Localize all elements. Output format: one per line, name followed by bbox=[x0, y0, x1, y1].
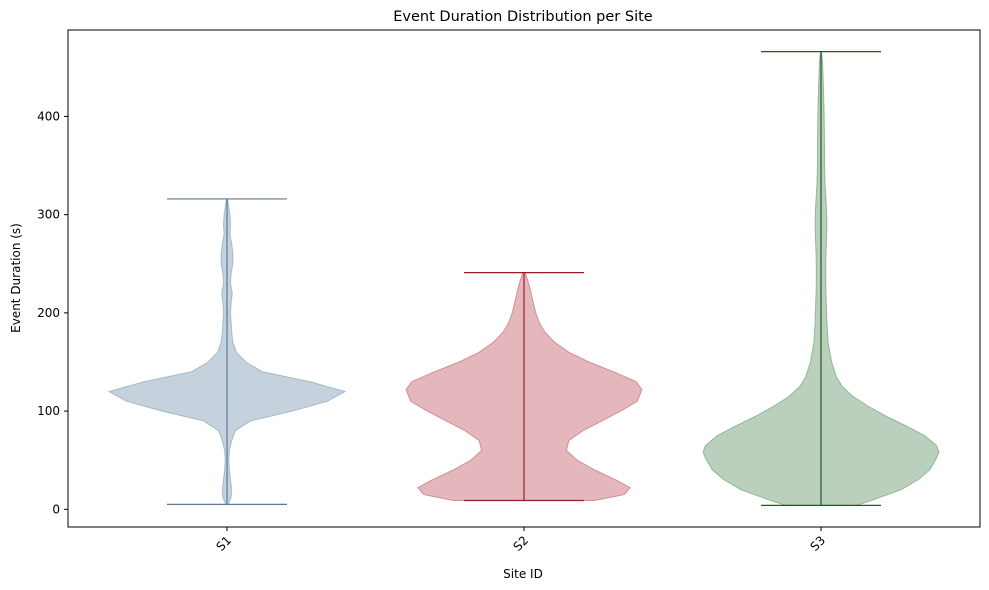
x-tick-label-s3: S3 bbox=[807, 533, 828, 554]
chart-title: Event Duration Distribution per Site bbox=[393, 9, 653, 25]
x-axis: S1 S2 S3 bbox=[213, 527, 828, 554]
y-axis-label: Event Duration (s) bbox=[9, 223, 23, 333]
y-tick-label-100: 100 bbox=[37, 404, 60, 418]
x-axis-label: Site ID bbox=[503, 567, 543, 581]
y-tick-label-300: 300 bbox=[37, 208, 60, 222]
y-axis: 0 100 200 300 400 bbox=[37, 109, 68, 516]
y-tick-label-0: 0 bbox=[52, 502, 60, 516]
y-tick-label-200: 200 bbox=[37, 306, 60, 320]
x-tick-label-s2: S2 bbox=[510, 533, 531, 554]
x-tick-label-s1: S1 bbox=[213, 533, 234, 554]
y-tick-label-400: 400 bbox=[37, 109, 60, 123]
violins-layer bbox=[107, 51, 940, 506]
